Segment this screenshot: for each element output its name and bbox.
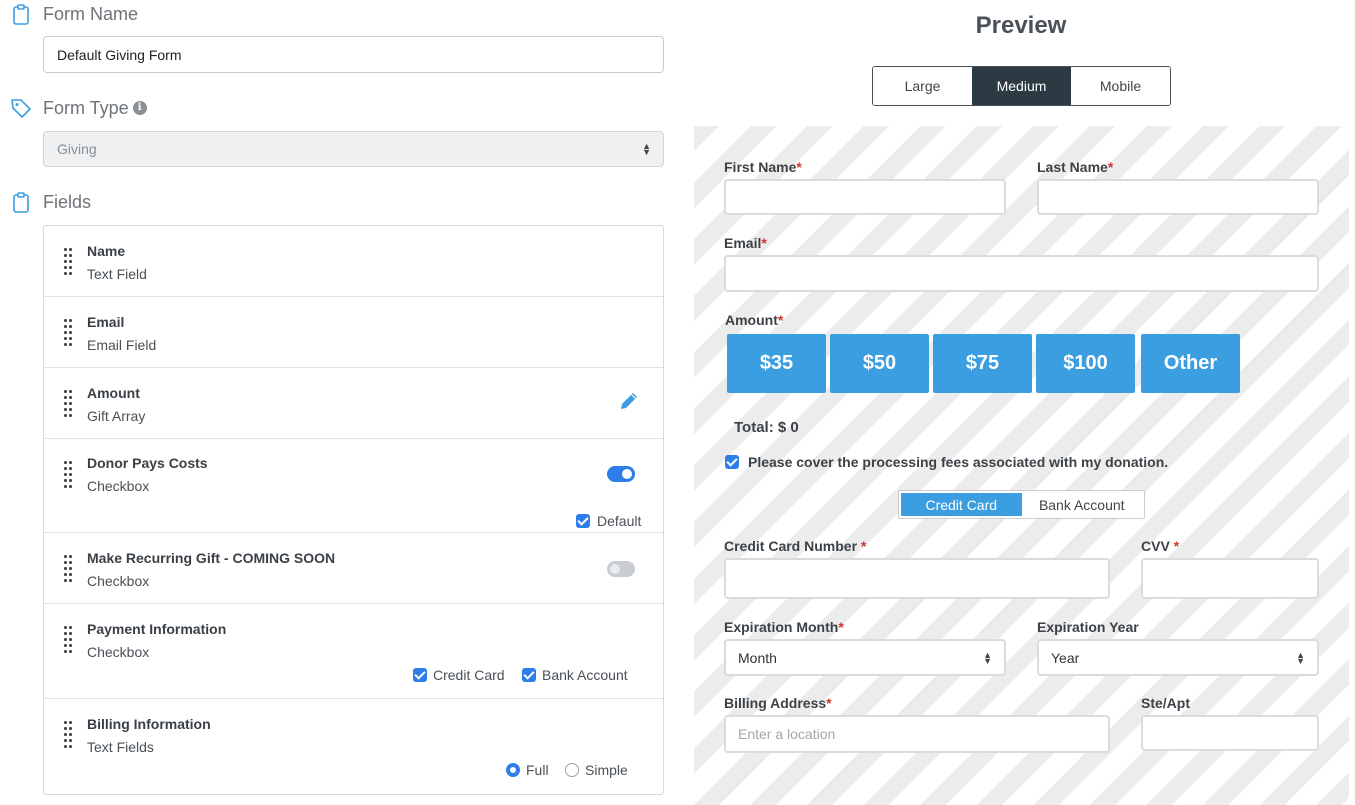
field-name: Make Recurring Gift - COMING SOON: [87, 550, 336, 566]
exp-month-select[interactable]: Month ▲ ▼: [724, 639, 1006, 676]
field-type: Checkbox: [87, 644, 150, 660]
cover-fees-label: Please cover the processing fees associa…: [748, 454, 1169, 470]
donor-pays-toggle[interactable]: [607, 466, 635, 482]
card-number-label: Credit Card Number *: [724, 538, 867, 554]
pencil-icon[interactable]: [618, 390, 640, 412]
last-name-label: Last Name*: [1037, 159, 1114, 175]
simple-label: Simple: [585, 762, 628, 778]
form-type-label: Form Type: [43, 97, 129, 118]
drag-handle-icon[interactable]: [64, 721, 72, 749]
field-row-payment-information[interactable]: Payment Information Checkbox Credit Card…: [44, 604, 663, 699]
amount-other-button[interactable]: Other: [1141, 334, 1240, 393]
field-name: Email: [87, 314, 125, 330]
tag-icon: [11, 99, 31, 118]
fields-label: Fields: [43, 191, 92, 212]
simple-radio[interactable]: [565, 763, 579, 777]
drag-handle-icon[interactable]: [64, 390, 72, 418]
full-radio[interactable]: [506, 763, 520, 777]
drag-handle-icon[interactable]: [64, 555, 72, 583]
field-row-name[interactable]: Name Text Field: [44, 226, 663, 297]
field-type: Checkbox: [87, 573, 150, 589]
bank-account-checkbox[interactable]: [522, 668, 536, 682]
tab-medium[interactable]: Medium: [972, 67, 1071, 105]
exp-month-label: Expiration Month*: [724, 619, 844, 635]
cvv-label: CVV *: [1141, 538, 1180, 554]
field-name: Amount: [87, 385, 140, 401]
credit-card-label: Credit Card: [433, 667, 505, 683]
tab-mobile[interactable]: Mobile: [1071, 67, 1170, 105]
field-row-billing-information[interactable]: Billing Information Text Fields Full Sim…: [44, 699, 663, 794]
first-name-label: First Name*: [724, 159, 802, 175]
tab-credit-card[interactable]: Credit Card: [901, 493, 1022, 516]
field-name: Name: [87, 243, 126, 259]
clipboard-icon: [13, 192, 29, 213]
form-name-value: Default Giving Form: [57, 46, 182, 63]
drag-handle-icon[interactable]: [64, 461, 72, 489]
tab-bank-account[interactable]: Bank Account: [1038, 496, 1125, 513]
ste-apt-input[interactable]: [1141, 715, 1319, 751]
exp-month-value: Month: [738, 649, 777, 666]
email-input[interactable]: [724, 255, 1319, 292]
exp-year-label: Expiration Year: [1037, 619, 1139, 635]
total-text: Total: $ 0: [734, 419, 799, 436]
fields-header: Fields: [10, 191, 91, 213]
field-row-recurring-gift[interactable]: Make Recurring Gift - COMING SOON Checkb…: [44, 533, 663, 604]
preview-size-tabs: Large Medium Mobile: [872, 66, 1171, 106]
form-type-select[interactable]: Giving ▲ ▼: [43, 131, 664, 167]
credit-card-checkbox[interactable]: [413, 668, 427, 682]
field-row-email[interactable]: Email Email Field: [44, 297, 663, 368]
default-label: Default: [597, 513, 642, 529]
field-row-donor-pays-costs[interactable]: Donor Pays Costs Checkbox Default: [44, 439, 663, 533]
ste-apt-label: Ste/Apt: [1141, 695, 1190, 711]
fields-list: Name Text Field Email Email Field Amount…: [43, 225, 664, 795]
form-type-value: Giving: [57, 141, 97, 157]
form-name-header: Form Name: [10, 3, 138, 25]
form-type-header: Form Type i: [10, 97, 147, 119]
field-row-amount[interactable]: Amount Gift Array: [44, 368, 663, 439]
first-name-input[interactable]: [724, 179, 1006, 215]
preview-area: [694, 126, 1349, 805]
bank-account-label: Bank Account: [542, 667, 628, 683]
field-type: Text Field: [87, 266, 147, 282]
amount-100-button[interactable]: $100: [1036, 334, 1135, 393]
drag-handle-icon[interactable]: [64, 319, 72, 347]
email-label: Email*: [724, 235, 767, 251]
recurring-gift-toggle[interactable]: [607, 561, 635, 577]
payment-type-tabs: Credit Card Bank Account: [898, 490, 1145, 519]
billing-address-label: Billing Address*: [724, 695, 832, 711]
exp-year-select[interactable]: Year ▲ ▼: [1037, 639, 1319, 676]
preview-title: Preview: [975, 12, 1067, 39]
tab-large[interactable]: Large: [873, 67, 972, 105]
default-checkbox[interactable]: [576, 514, 590, 528]
amount-label: Amount*: [725, 312, 784, 328]
field-name: Donor Pays Costs: [87, 455, 208, 471]
drag-handle-icon[interactable]: [64, 248, 72, 276]
chevron-updown-icon: ▲ ▼: [983, 649, 992, 666]
cvv-input[interactable]: [1141, 558, 1319, 599]
field-type: Checkbox: [87, 478, 150, 494]
chevron-updown-icon: ▲ ▼: [642, 141, 651, 157]
amount-50-button[interactable]: $50: [830, 334, 929, 393]
clipboard-icon: [13, 4, 29, 25]
drag-handle-icon[interactable]: [64, 626, 72, 654]
full-label: Full: [526, 762, 549, 778]
amount-75-button[interactable]: $75: [933, 334, 1032, 393]
cover-fees-checkbox[interactable]: [725, 455, 739, 469]
chevron-updown-icon: ▲ ▼: [1296, 649, 1305, 666]
exp-year-value: Year: [1051, 649, 1080, 666]
card-number-input[interactable]: [724, 558, 1110, 599]
billing-address-placeholder: Enter a location: [738, 726, 836, 742]
field-name: Billing Information: [87, 716, 211, 732]
billing-address-input[interactable]: Enter a location: [724, 715, 1110, 753]
form-name-input[interactable]: Default Giving Form: [43, 36, 664, 73]
form-name-label: Form Name: [43, 3, 139, 24]
last-name-input[interactable]: [1037, 179, 1319, 215]
field-name: Payment Information: [87, 621, 227, 637]
amount-35-button[interactable]: $35: [727, 334, 826, 393]
field-type: Text Fields: [87, 739, 154, 755]
field-type: Email Field: [87, 337, 157, 353]
field-type: Gift Array: [87, 408, 146, 424]
info-icon[interactable]: i: [132, 101, 147, 115]
